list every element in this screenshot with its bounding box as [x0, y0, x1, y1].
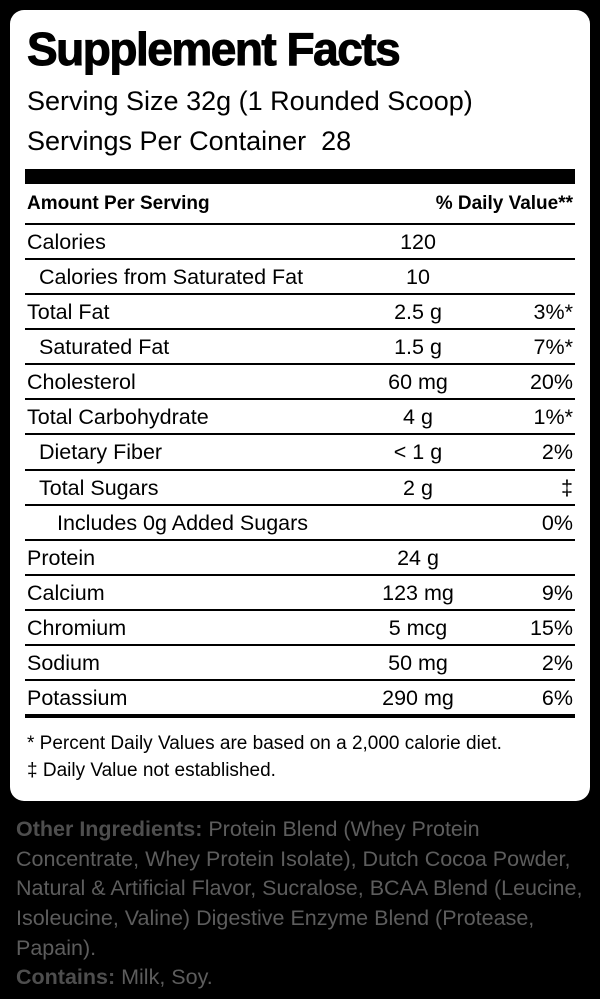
nutrient-row-calories-from-saturated-fat: Calories from Saturated Fat 10 [25, 260, 575, 296]
nutrient-name: Cholesterol [27, 370, 136, 395]
nutrient-name: Total Carbohydrate [27, 405, 209, 430]
nutrient-name: Total Fat [27, 300, 110, 325]
nutrient-amount: 2.5 g [394, 300, 442, 325]
nutrient-dv: 2% [541, 650, 573, 675]
other-ingredients-paragraph: Other Ingredients: Protein Blend (Whey P… [16, 815, 584, 963]
nutrient-row-potassium: Potassium 290 mg 6% [25, 681, 575, 714]
header-daily-value: % Daily Value** [435, 193, 573, 214]
nutrient-row-cholesterol: Cholesterol 60 mg 20% [25, 365, 575, 401]
nutrient-row-sodium: Sodium 50 mg 2% [25, 646, 575, 682]
footnote-divider [25, 714, 575, 719]
nutrient-dv: 1%* [533, 405, 573, 430]
nutrient-amount: 2 g [403, 475, 433, 500]
nutrient-row-saturated-fat: Saturated Fat 1.5 g 7%* [25, 330, 575, 366]
contains-paragraph: Contains: Milk, Soy. [16, 963, 584, 993]
nutrient-row-total-fat: Total Fat 2.5 g 3%* [25, 295, 575, 331]
nutrient-name: Total Sugars [39, 475, 159, 500]
thick-divider [25, 169, 575, 184]
nutrient-dv: 2% [541, 440, 573, 465]
nutrient-amount: 10 [406, 265, 430, 290]
nutrient-row-added-sugars: Includes 0g Added Sugars 0% [25, 506, 575, 541]
nutrient-dv: 9% [541, 580, 573, 605]
servings-per-container: Servings Per Container 28 [27, 126, 352, 156]
nutrient-row-protein: Protein 24 g [25, 541, 575, 576]
nutrient-amount: 120 [400, 230, 436, 254]
nutrient-name: Chromium [27, 615, 127, 640]
nutrient-name: Calcium [27, 580, 105, 605]
nutrient-amount: 60 mg [388, 370, 448, 395]
nutrient-name: Protein [27, 545, 96, 570]
nutrient-dv: 20% [529, 370, 573, 395]
footnote-not-established: ‡ Daily Value not established. [27, 760, 276, 782]
footnotes: * Percent Daily Values are based on a 2,… [25, 718, 575, 782]
nutrient-amount: 290 mg [382, 686, 454, 711]
nutrient-amount: < 1 g [393, 440, 443, 465]
ingredients-section: Other Ingredients: Protein Blend (Whey P… [0, 801, 600, 999]
footnote-daily-values: * Percent Daily Values are based on a 2,… [27, 733, 502, 755]
nutrient-name: Calories from Saturated Fat [39, 265, 304, 290]
nutrient-amount: 5 mcg [388, 615, 448, 640]
nutrient-dv: ‡ [561, 475, 573, 500]
header-amount-per-serving: Amount Per Serving [27, 193, 210, 214]
contains-label: Contains: [16, 965, 116, 990]
supplement-facts-panel: Supplement Facts Serving Size 32g (1 Rou… [10, 10, 590, 802]
nutrient-row-dietary-fiber: Dietary Fiber < 1 g 2% [25, 435, 575, 471]
nutrient-amount: 123 mg [382, 580, 454, 605]
nutrient-row-calories: Calories 120 [25, 225, 575, 261]
label-title: Supplement Facts [27, 23, 402, 76]
contains-text: Milk, Soy. [121, 965, 213, 990]
nutrient-amount: 1.5 g [394, 335, 442, 360]
nutrient-dv: 0% [541, 510, 573, 535]
nutrient-name: Includes 0g Added Sugars [57, 510, 309, 535]
nutrient-dv: 15% [529, 615, 573, 640]
nutrient-amount: 50 mg [388, 650, 448, 675]
nutrient-row-calcium: Calcium 123 mg 9% [25, 576, 575, 611]
nutrient-name: Saturated Fat [39, 335, 170, 360]
nutrient-dv: 6% [541, 686, 573, 711]
nutrient-name: Sodium [27, 650, 100, 675]
nutrient-dv: 7%* [533, 335, 573, 360]
nutrient-dv: 3%* [533, 300, 573, 325]
nutrient-amount: 24 g [397, 545, 439, 570]
other-ingredients-text: Protein Blend (Whey Protein Concentrate,… [16, 817, 583, 960]
nutrient-amount: 4 g [403, 405, 433, 430]
nutrient-name: Dietary Fiber [39, 440, 163, 465]
serving-size: Serving Size 32g (1 Rounded Scoop) [27, 86, 473, 116]
nutrient-name: Potassium [27, 686, 128, 711]
nutrient-row-chromium: Chromium 5 mcg 15% [25, 611, 575, 646]
table-header: Amount Per Serving % Daily Value** [25, 184, 575, 225]
nutrient-name: Calories [27, 230, 106, 254]
nutrient-row-total-sugars: Total Sugars 2 g ‡ [25, 471, 575, 506]
nutrient-row-total-carbohydrate: Total Carbohydrate 4 g 1%* [25, 400, 575, 436]
other-ingredients-label: Other Ingredients: [16, 817, 203, 842]
